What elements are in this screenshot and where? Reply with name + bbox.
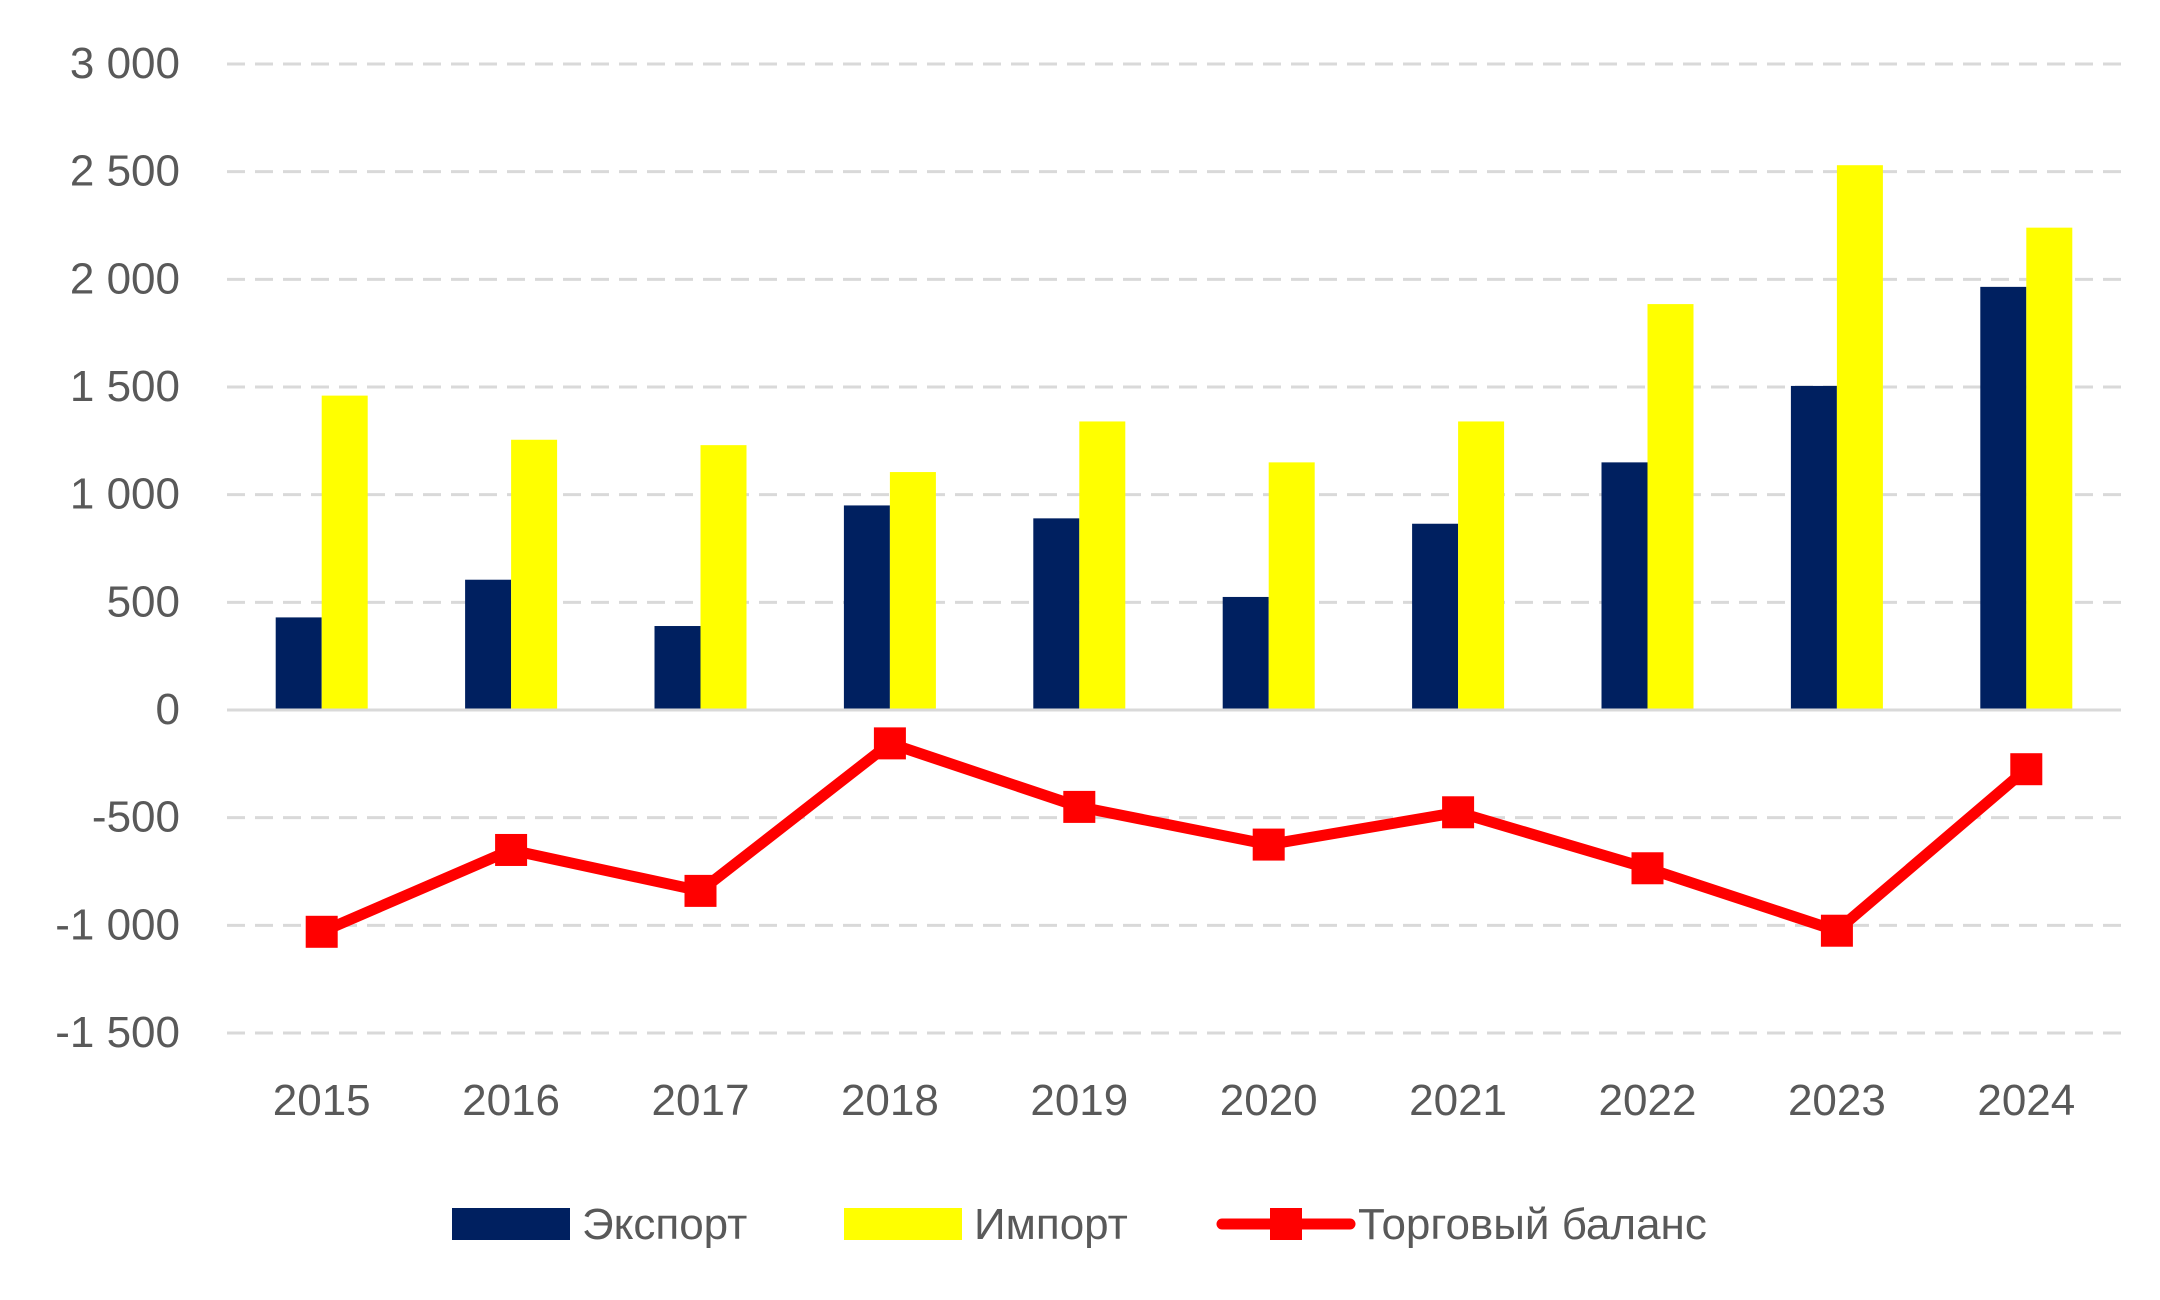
x-tick-label: 2021	[1409, 1076, 1507, 1125]
y-axis-labels: 3 000 2 500 2 000 1 500 1 000 500 0 -500 -1 000 -…	[55, 39, 180, 1057]
import-bar	[1268, 462, 1315, 710]
import-bar	[2026, 227, 2073, 711]
import-bar	[1836, 165, 1883, 710]
x-tick-label: 2023	[1788, 1076, 1886, 1125]
import-bar	[889, 472, 936, 710]
balance-marker	[1442, 796, 1475, 829]
export-bar	[465, 579, 512, 710]
export-bar	[1980, 286, 2027, 710]
export-bar	[1222, 596, 1269, 710]
y-tick-label: 1 500	[70, 362, 180, 411]
import-bar	[1458, 421, 1505, 710]
y-tick-label: 1 000	[70, 470, 180, 519]
x-tick-label: 2022	[1599, 1076, 1697, 1125]
balance-marker	[1252, 828, 1285, 861]
y-tick-label: 3 000	[70, 39, 180, 88]
balance-marker	[1820, 914, 1853, 947]
y-tick-label: 2 500	[70, 147, 180, 196]
export-bar	[1601, 462, 1648, 710]
y-tick-label: 500	[107, 577, 180, 626]
export-bar	[1412, 523, 1459, 710]
export-bar	[843, 505, 890, 710]
x-tick-label: 2020	[1220, 1076, 1318, 1125]
y-tick-label: 2 000	[70, 254, 180, 303]
import-bar	[321, 395, 368, 710]
bars	[275, 165, 2073, 711]
balance-marker	[873, 727, 906, 760]
legend-swatch-import	[844, 1208, 962, 1240]
export-bar	[654, 626, 701, 710]
export-bar	[1033, 518, 1080, 710]
x-tick-label: 2016	[462, 1076, 560, 1125]
balance-line-path	[319, 737, 2030, 937]
balance-marker	[2010, 753, 2043, 786]
balance-marker	[495, 833, 528, 866]
balance-marker	[684, 874, 717, 907]
y-tick-label: -500	[92, 793, 180, 842]
legend-swatch-export	[452, 1208, 570, 1240]
legend-marker-balance	[1270, 1208, 1302, 1240]
x-axis-labels: 2015 2016 2017 2018 2019 2020 2021 2022 2023 2024	[273, 1076, 2075, 1125]
balance-line	[305, 727, 2043, 948]
legend-label-balance: Торговый баланс	[1358, 1200, 1707, 1249]
x-tick-label: 2024	[1977, 1076, 2075, 1125]
import-bar	[1079, 421, 1126, 710]
legend-label-export: Экспорт	[582, 1200, 747, 1249]
x-tick-label: 2018	[841, 1076, 939, 1125]
x-tick-label: 2015	[273, 1076, 371, 1125]
balance-marker	[305, 915, 338, 948]
import-bar	[1647, 304, 1694, 710]
import-bar	[700, 445, 747, 710]
y-tick-label: -1 500	[55, 1008, 180, 1057]
export-bar	[1790, 385, 1837, 710]
y-tick-label: -1 000	[55, 900, 180, 949]
import-bar	[511, 439, 558, 710]
x-tick-label: 2017	[652, 1076, 750, 1125]
balance-marker	[1631, 852, 1664, 885]
balance-marker	[1063, 790, 1096, 823]
y-tick-label: 0	[156, 685, 180, 734]
export-bar	[275, 617, 322, 710]
legend-label-import: Импорт	[974, 1200, 1128, 1249]
x-tick-label: 2019	[1030, 1076, 1128, 1125]
legend: Экспорт Импорт Торговый баланс	[452, 1200, 1707, 1249]
